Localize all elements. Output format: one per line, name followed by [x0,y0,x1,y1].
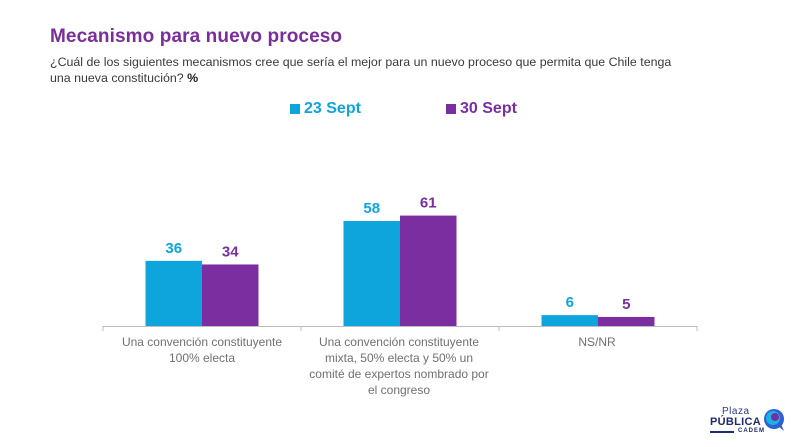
data-label-23-sept-cat-1: 58 [363,200,380,217]
data-label-30-sept-cat-2: 5 [622,296,630,313]
category-label-mixta: Una convención constituyente mixta, 50% … [309,335,489,397]
speech-bubble-icon [764,409,784,431]
legend-swatch-30-sept [446,104,456,114]
data-label-23-sept-cat-2: 6 [566,294,574,311]
data-label-23-sept-cat-0: 36 [165,240,182,257]
legend-label-30-sept: 30 Sept [460,100,517,117]
bar-23-sept-cat-2 [541,315,598,326]
chart-subtitle: ¿Cuál de los siguientes mecanismos cree … [50,54,690,86]
chart-title: Mecanismo para nuevo proceso [50,26,343,47]
bar-23-sept-cat-1 [343,221,400,326]
subtitle-question: ¿Cuál de los siguientes mecanismos cree … [50,55,672,85]
bar-30-sept-cat-0 [202,264,259,326]
logo-text-cadem: CADEM [738,428,765,434]
legend-swatch-23-sept [290,104,300,114]
bar-30-sept-cat-2 [598,316,655,326]
legend-item-23-sept: 23 Sept [290,100,361,118]
logo-text-publica: PÚBLICA [710,416,761,428]
plaza-publica-cadem-logo: Plaza PÚBLICA CADEM [708,406,788,440]
logo-underline [710,431,734,433]
subtitle-unit: % [187,71,199,85]
legend-item-30-sept: 30 Sept [446,100,517,118]
bar-30-sept-cat-1 [400,215,457,326]
data-label-30-sept-cat-0: 34 [222,243,239,260]
category-label-ns-nr: NS/NR [578,335,616,349]
bar-23-sept-cat-0 [145,260,202,326]
legend-label-23-sept: 23 Sept [304,100,361,117]
logo-text-plaza: Plaza [722,406,750,417]
category-label-100-electa: Una convención constituyente 100% electa [121,335,283,365]
data-label-30-sept-cat-1: 61 [420,195,437,212]
